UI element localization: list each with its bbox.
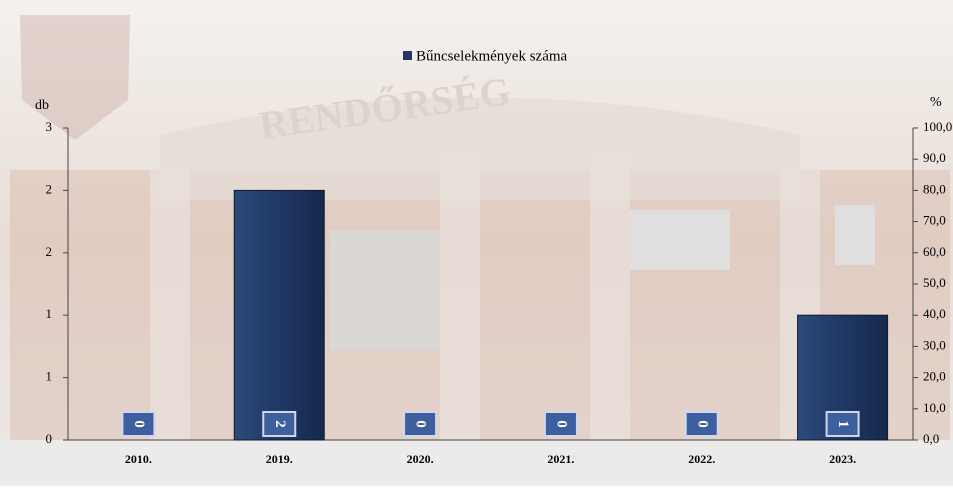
x-tick-label: 2010. [125,452,152,466]
y-tick-label: 1 [46,369,53,384]
y2-tick-label: 40,0 [923,306,946,321]
y-tick-label: 0 [46,431,53,446]
y2-tick-label: 80,0 [923,181,946,196]
x-tick-label: 2023. [829,452,856,466]
y-tick-label: 2 [46,181,53,196]
y2-tick-label: 10,0 [923,400,946,415]
bar [234,190,324,440]
y2-tick-label: 100,0 [923,119,952,134]
chart: RENDŐRSÉG Bűncselekmények száma db % 011… [0,0,953,486]
data-label-group: 0 [553,420,569,428]
y2-tick-label: 30,0 [923,337,946,352]
y2-tick-label: 50,0 [923,275,946,290]
y-tick-label: 3 [46,119,53,134]
y2-tick-label: 90,0 [923,150,946,165]
y-tick-label: 2 [46,244,53,259]
y2-tick-label: 70,0 [923,213,946,228]
x-tick-label: 2020. [407,452,434,466]
data-label: 0 [131,420,147,428]
y-tick-label: 1 [46,306,53,321]
legend-swatch [403,51,412,60]
x-tick-label: 2021. [547,452,574,466]
data-label: 0 [553,420,569,428]
data-label: 0 [694,420,710,428]
x-tick-label: 2019. [266,452,293,466]
data-label-group: 0 [413,420,429,428]
data-label-group: 1 [835,420,851,428]
y2-axis-label: % [930,95,942,110]
data-label-group: 0 [694,420,710,428]
data-label: 1 [835,420,851,428]
y2-tick-label: 0,0 [923,431,939,446]
y2-tick-label: 20,0 [923,369,946,384]
data-label: 0 [413,420,429,428]
y2-tick-label: 60,0 [923,244,946,259]
legend-label: Bűncselekmények száma [416,48,568,64]
data-label-group: 2 [272,420,288,428]
data-label: 2 [272,420,288,428]
data-label-group: 0 [131,420,147,428]
y-axis-label: db [35,98,49,113]
x-tick-label: 2022. [688,452,715,466]
